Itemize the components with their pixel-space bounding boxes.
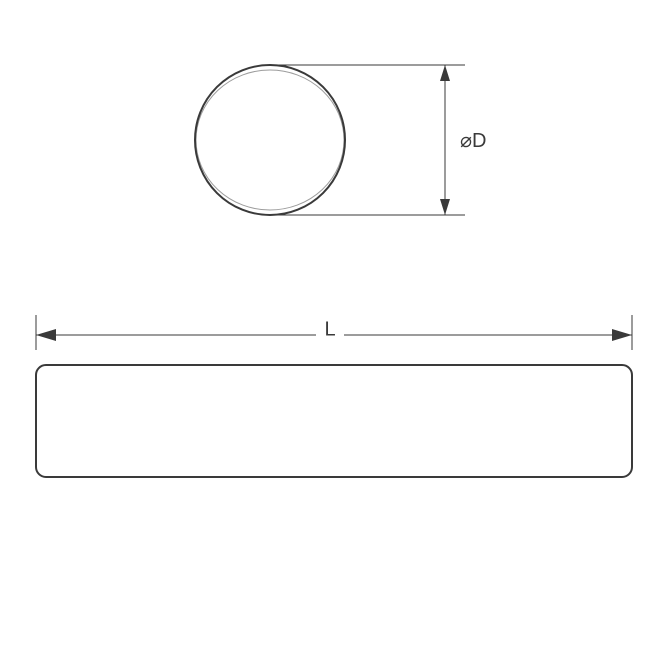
cylinder-end-inner [196, 70, 344, 210]
end-view [195, 65, 345, 215]
label-length: L [324, 318, 335, 340]
arrow-left [36, 329, 56, 341]
arrow-right [612, 329, 632, 341]
arrow-down [440, 199, 450, 215]
label-diameter: ⌀D [460, 130, 486, 152]
dimension-length: L [36, 314, 632, 350]
arrow-up [440, 65, 450, 81]
dimension-diameter: ⌀D [270, 65, 486, 215]
cylinder-side-outline [36, 365, 632, 477]
cylinder-end-outline [195, 65, 345, 215]
side-view [36, 365, 632, 477]
